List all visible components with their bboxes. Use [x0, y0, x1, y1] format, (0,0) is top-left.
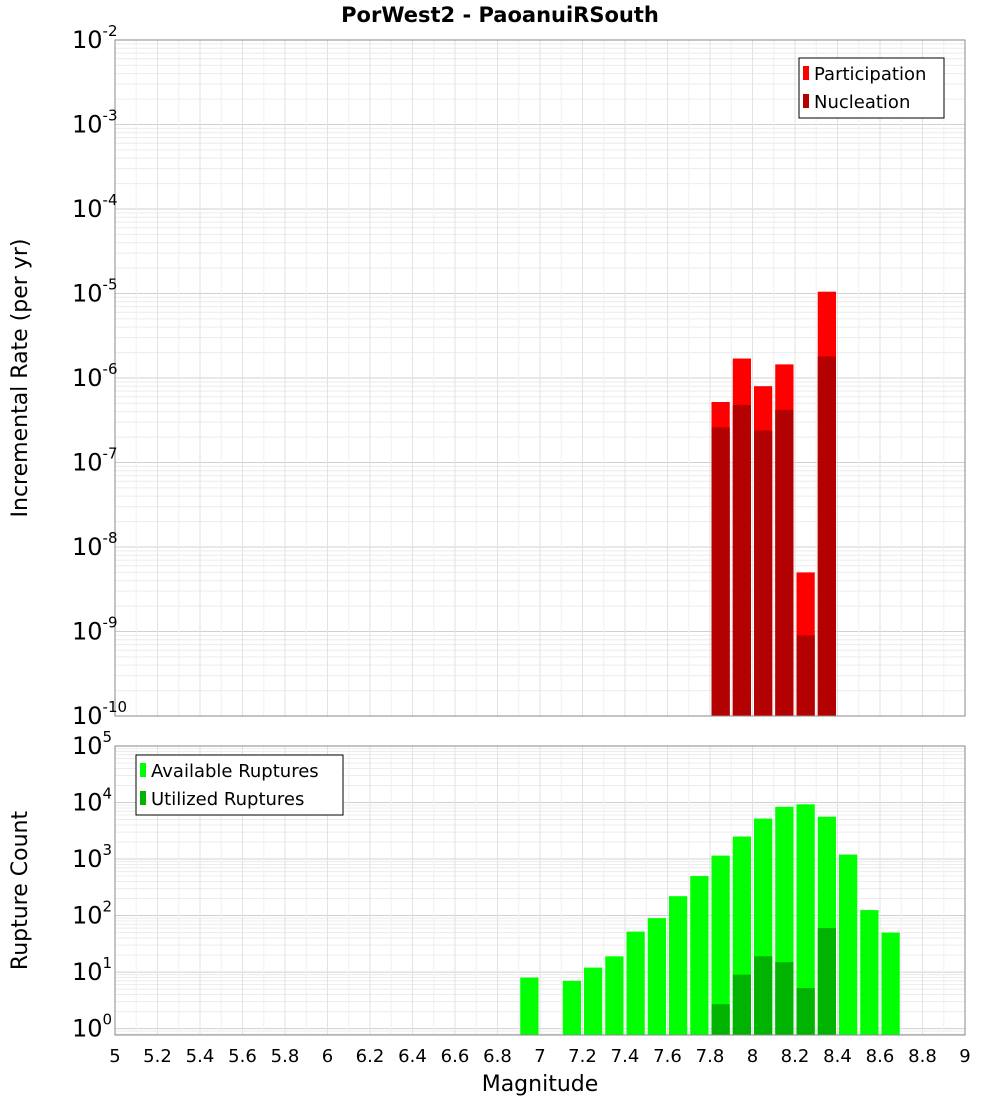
bar-overlay-count	[817, 928, 836, 1035]
x-tick-label: 6.2	[356, 1046, 385, 1067]
bar-count	[839, 854, 858, 1035]
x-tick-label: 5.2	[143, 1046, 172, 1067]
rate-legend-swatch	[803, 94, 809, 108]
x-tick-label: 8.6	[866, 1046, 895, 1067]
x-tick-label: 7.2	[568, 1046, 597, 1067]
rate-bars	[711, 291, 836, 716]
bar-count	[626, 931, 645, 1035]
rate-legend-label: Participation	[814, 64, 926, 85]
bar-count	[711, 855, 730, 1035]
bar-count	[584, 967, 603, 1035]
bar-overlay-count	[775, 962, 794, 1035]
bar-overlay-rate	[711, 427, 730, 716]
count-panel: 100 101 102 103 104 105 Rupture Count Availab…	[8, 728, 966, 1043]
rate-legend-swatch	[803, 66, 809, 80]
count-legend: Available Ruptures Utilized Ruptures	[135, 754, 344, 816]
x-tick-label: 6.6	[441, 1046, 470, 1067]
rate-gridlines	[114, 40, 966, 717]
count-y-tick-label: 102	[72, 898, 112, 930]
bar-count	[669, 896, 688, 1035]
x-tick-label: 7.6	[653, 1046, 682, 1067]
bar-count	[690, 876, 709, 1035]
bar-count	[881, 932, 900, 1035]
rate-legend: Participation Nucleation	[798, 57, 945, 119]
x-tick-label: 7	[534, 1046, 545, 1067]
rate-y-tick-label: 10-4	[72, 191, 118, 223]
bar-count	[605, 956, 624, 1035]
count-legend-swatch	[140, 791, 146, 805]
bar-count	[562, 980, 581, 1035]
bar-overlay-count	[711, 1004, 730, 1035]
count-y-tick-label: 103	[72, 841, 112, 873]
x-tick-label: 9	[959, 1046, 970, 1067]
rate-plot-frame	[114, 39, 966, 717]
rate-y-tick-label: 10-5	[72, 276, 118, 308]
bar-count	[796, 804, 815, 1035]
x-tick-label: 5.6	[228, 1046, 257, 1067]
bar-overlay-rate	[817, 356, 836, 716]
count-legend-swatch	[140, 763, 146, 777]
bar-overlay-rate	[796, 635, 815, 716]
count-legend-label: Available Ruptures	[151, 761, 319, 782]
x-tick-label: 8.4	[823, 1046, 852, 1067]
count-y-tick-label: 105	[72, 728, 112, 760]
x-tick-label: 8	[747, 1046, 758, 1067]
bar-overlay-count	[796, 988, 815, 1035]
x-tick-label: 6.8	[483, 1046, 512, 1067]
count-plot-frame	[114, 745, 966, 1036]
rate-y-axis-label: Incremental Rate (per yr)	[8, 239, 33, 518]
rate-y-tick-label: 10-10	[72, 698, 127, 730]
rate-y-tick-label: 10-2	[72, 22, 118, 54]
rate-panel: 10-10 10-9 10-8 10-7 10-6 10-5 10-4 10-3 10-2 In…	[8, 22, 966, 730]
rate-y-tick-label: 10-9	[72, 614, 118, 646]
bar-count	[860, 910, 879, 1035]
x-tick-label: 8.2	[781, 1046, 810, 1067]
rate-y-tick-label: 10-6	[72, 360, 118, 392]
rate-y-ticks: 10-10 10-9 10-8 10-7 10-6 10-5 10-4 10-3 10-2	[72, 22, 127, 730]
bar-count	[647, 918, 666, 1035]
count-legend-label: Utilized Ruptures	[151, 789, 304, 810]
bar-overlay-rate	[775, 409, 794, 716]
count-y-tick-label: 100	[72, 1011, 112, 1043]
count-y-ticks: 100 101 102 103 104 105	[72, 728, 112, 1043]
x-tick-label: 6.4	[398, 1046, 427, 1067]
bar-overlay-count	[754, 956, 773, 1035]
x-tick-label: 5	[109, 1046, 120, 1067]
x-axis-ticks: 5 5.2 5.4 5.6 5.8 6 6.2 6.4 6.6 6.8 7 7.2 7.4 7.6 7.8 8…	[109, 1046, 970, 1067]
bar-overlay-count	[732, 974, 751, 1035]
x-tick-label: 8.8	[908, 1046, 937, 1067]
rate-legend-box	[798, 57, 945, 119]
count-legend-box	[135, 754, 344, 816]
x-tick-label: 7.4	[611, 1046, 640, 1067]
x-tick-label: 5.4	[186, 1046, 215, 1067]
x-tick-label: 5.8	[271, 1046, 300, 1067]
bar-count	[520, 977, 539, 1035]
chart-title: PorWest2 - PaoanuiRSouth	[341, 3, 659, 27]
bar-overlay-rate	[732, 404, 751, 716]
rate-legend-label: Nucleation	[814, 92, 910, 113]
x-axis-label: Magnitude	[482, 1072, 599, 1097]
count-bars	[520, 804, 900, 1035]
bar-overlay-rate	[754, 430, 773, 716]
rate-y-tick-label: 10-7	[72, 445, 118, 477]
count-y-tick-label: 104	[72, 785, 112, 817]
x-tick-label: 7.8	[696, 1046, 725, 1067]
x-tick-label: 6	[322, 1046, 333, 1067]
rate-y-tick-label: 10-8	[72, 529, 118, 561]
count-y-axis-label: Rupture Count	[8, 811, 33, 971]
count-y-tick-label: 101	[72, 954, 112, 986]
rate-y-tick-label: 10-3	[72, 107, 118, 139]
